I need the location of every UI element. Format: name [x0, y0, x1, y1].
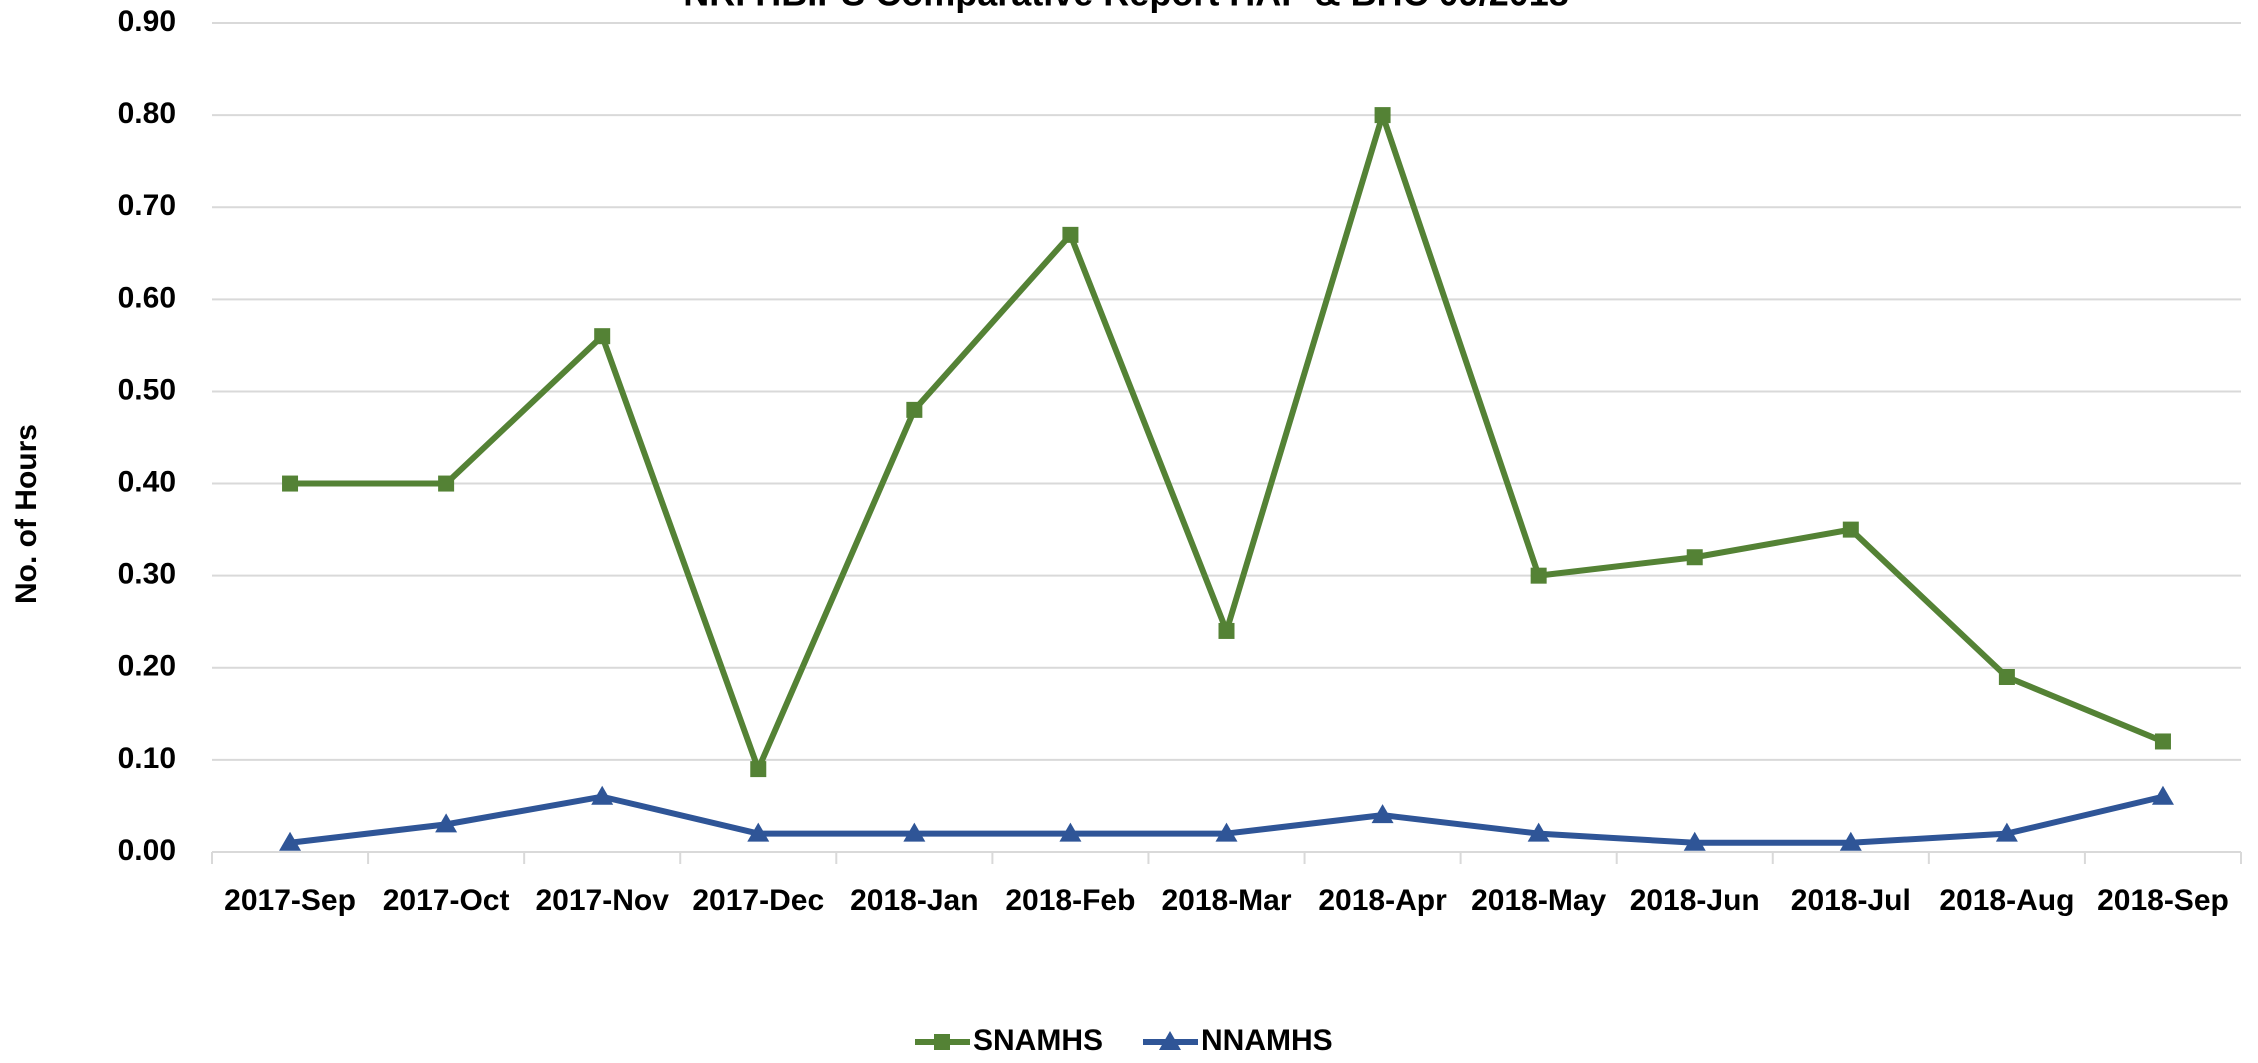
y-axis-label: No. of Hours [10, 424, 43, 604]
legend-marker [934, 1034, 950, 1050]
x-tick-label: 2017-Sep [224, 884, 356, 917]
data-point [591, 785, 614, 805]
legend-label: NNAMHS [1201, 1024, 1333, 1057]
data-point [2151, 785, 2174, 805]
y-tick-label: 0.50 [118, 373, 176, 406]
x-tick-label: 2018-Aug [1939, 884, 2074, 917]
data-point [1683, 831, 1706, 851]
x-tick-label: 2018-Apr [1318, 884, 1447, 917]
x-tick-label: 2017-Oct [383, 884, 510, 917]
data-point [594, 328, 611, 345]
data-point [1059, 822, 1082, 842]
data-point [1530, 567, 1547, 584]
y-tick-label: 0.60 [118, 281, 176, 314]
data-point [1842, 521, 1859, 538]
data-point [279, 831, 302, 851]
data-point [282, 475, 299, 492]
x-tick-label: 2018-Sep [2097, 884, 2229, 917]
y-tick-label: 0.10 [118, 742, 176, 775]
y-tick-label: 0.00 [118, 834, 176, 867]
data-point [903, 822, 926, 842]
data-point [1062, 226, 1079, 243]
data-point [1374, 107, 1391, 124]
x-tick-label: 2018-May [1471, 884, 1606, 917]
data-point [1998, 668, 2015, 685]
legend-label: SNAMHS [973, 1024, 1103, 1057]
chart-title: NRI HBIPS Comparative Report HAP & BHC 0… [683, 0, 1569, 14]
data-point [1371, 804, 1394, 824]
data-point [906, 401, 923, 418]
x-tick-label: 2017-Dec [692, 884, 824, 917]
x-tick-label: 2018-Mar [1161, 884, 1291, 917]
x-tick-label: 2018-Jul [1791, 884, 1911, 917]
y-tick-label: 0.80 [118, 97, 176, 130]
data-point [1218, 622, 1235, 639]
legend-marker [1159, 1031, 1181, 1050]
data-point [2154, 733, 2171, 750]
data-point [750, 761, 767, 778]
y-tick-label: 0.30 [118, 558, 176, 591]
y-tick-label: 0.70 [118, 189, 176, 222]
data-point [747, 822, 770, 842]
y-tick-label: 0.20 [118, 650, 176, 683]
data-point [435, 813, 458, 833]
x-tick-label: 2017-Nov [535, 884, 669, 917]
data-point [1839, 831, 1862, 851]
data-point [1995, 822, 2018, 842]
data-point [1215, 822, 1238, 842]
x-tick-label: 2018-Jun [1630, 884, 1760, 917]
data-point [1686, 549, 1703, 566]
data-point [1527, 822, 1550, 842]
y-tick-label: 0.40 [118, 465, 176, 498]
y-tick-label: 0.90 [118, 5, 176, 38]
data-point [438, 475, 455, 492]
x-tick-label: 2018-Feb [1005, 884, 1135, 917]
x-tick-label: 2018-Jan [850, 884, 978, 917]
